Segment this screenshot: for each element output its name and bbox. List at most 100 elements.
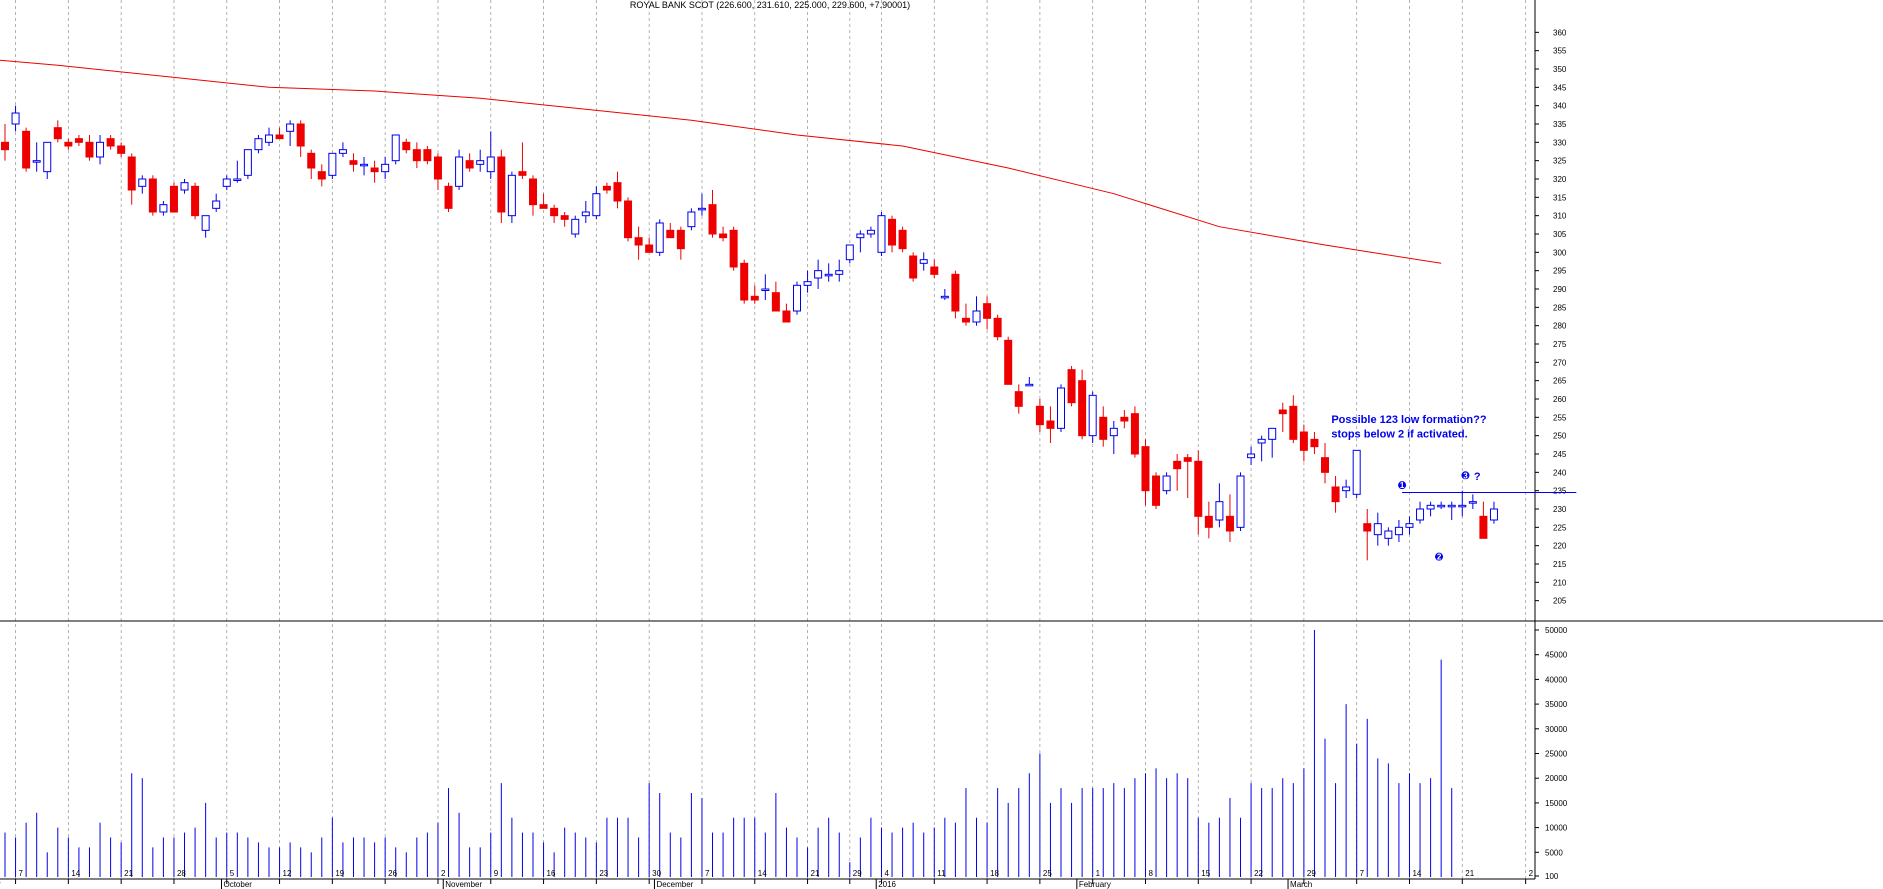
- month-tick-label: February: [1079, 880, 1111, 889]
- candle-body-down: [1078, 380, 1087, 437]
- candle-body-up: [1384, 530, 1393, 539]
- chart-title: ROYAL BANK SCOT (226.600, 231.610, 225.0…: [630, 0, 910, 10]
- date-tick-label: 21: [1465, 869, 1474, 878]
- candle-body-down: [1120, 416, 1129, 422]
- candle-body-down: [750, 295, 759, 301]
- candle-body-up: [1468, 501, 1477, 504]
- candle-body-down: [602, 185, 611, 191]
- price-tick-label: 310: [1553, 212, 1567, 221]
- candle-body-up: [1489, 508, 1498, 521]
- candle-body-up: [486, 156, 495, 173]
- candle-body-up: [1352, 449, 1361, 495]
- candle-body-down: [518, 171, 527, 176]
- candle-body-up: [824, 273, 833, 277]
- candle-body-down: [624, 200, 633, 239]
- candle-body-down: [1173, 460, 1182, 470]
- candle-body-down: [74, 138, 83, 143]
- pivot-marker: [1461, 471, 1470, 480]
- candle-body-up: [1342, 486, 1351, 492]
- pivot-marker-label: 2: [1437, 553, 1442, 562]
- candle-body-down: [296, 123, 305, 147]
- moving-average-layer: [0, 59, 1442, 264]
- date-tick-label: 28: [177, 869, 186, 878]
- candle-body-up: [835, 270, 844, 275]
- candle-body-up: [1057, 387, 1065, 429]
- annotation-text: Possible 123 low formation??: [1331, 414, 1487, 426]
- candle-body-up: [866, 229, 875, 235]
- candle-body-up: [592, 193, 601, 217]
- candle-body-up: [1416, 508, 1425, 521]
- volume-tick-label: 25000: [1545, 750, 1568, 759]
- price-tick-label: 325: [1553, 157, 1567, 166]
- candle-body-up: [43, 141, 52, 173]
- candle-body-up: [571, 218, 580, 235]
- price-tick-label: 335: [1553, 120, 1567, 129]
- candle-body-up: [455, 156, 464, 187]
- candle-body-up: [655, 222, 664, 253]
- date-tick-label: 14: [1412, 869, 1421, 878]
- month-tick-label: March: [1290, 880, 1312, 889]
- candle-body-down: [465, 160, 474, 169]
- date-tick-label: 12: [283, 869, 292, 878]
- price-tick-label: 285: [1553, 303, 1567, 312]
- candle-body-down: [22, 130, 31, 169]
- candle-body-up: [1236, 475, 1245, 528]
- volume-tick-label: 20000: [1545, 774, 1568, 783]
- candle-body-down: [169, 185, 178, 213]
- candle-body-down: [349, 160, 358, 165]
- date-tick-label: 18: [990, 869, 999, 878]
- price-tick-label: 210: [1553, 578, 1567, 587]
- price-tick-label: 350: [1553, 65, 1567, 74]
- candle-body-up: [243, 149, 252, 176]
- candle-body-down: [1035, 405, 1044, 426]
- candle-body-down: [613, 182, 622, 202]
- price-tick-label: 340: [1553, 102, 1567, 111]
- date-tick-label: 7: [1360, 869, 1365, 878]
- candle-body-down: [983, 303, 992, 319]
- candle-body-down: [782, 310, 791, 323]
- candle-body-down: [909, 255, 918, 279]
- candle-body-down: [1014, 391, 1023, 407]
- candle-body-down: [1141, 446, 1150, 492]
- candle-body-up: [1458, 504, 1467, 508]
- date-tick-label: 21: [811, 869, 820, 878]
- date-tick-label: 11: [937, 869, 946, 878]
- candle-body-up: [1394, 526, 1403, 536]
- candle-body-down: [1099, 416, 1108, 440]
- date-tick-label: 26: [388, 869, 397, 878]
- candle-body-up: [1025, 383, 1034, 387]
- candle-body-down: [550, 207, 559, 217]
- candle-body-down: [1321, 457, 1329, 473]
- date-tick-label: 5: [230, 869, 235, 878]
- price-tick-label: 270: [1553, 358, 1567, 367]
- candle-body-down: [529, 178, 537, 206]
- candle-body-up: [1162, 475, 1171, 492]
- candle-body-up: [1257, 438, 1266, 444]
- candle-body-up: [793, 284, 801, 312]
- candle-body-down: [719, 233, 728, 239]
- candle-body-down: [1, 141, 9, 151]
- candle-body-down: [127, 156, 136, 191]
- candle-body-down: [1130, 413, 1139, 455]
- candle-body-up: [1447, 504, 1456, 508]
- price-tick-label: 215: [1553, 560, 1567, 569]
- date-tick-label: 14: [71, 869, 80, 878]
- date-tick-label: 21: [124, 869, 133, 878]
- candle-body-up: [1247, 453, 1256, 459]
- candle-body-up: [286, 123, 295, 132]
- candle-body-down: [412, 149, 421, 162]
- candle-body-up: [687, 211, 696, 228]
- volume-tick-label: 100: [1545, 872, 1559, 881]
- price-tick-label: 320: [1553, 175, 1567, 184]
- grid-layer: [15, 0, 1527, 879]
- candle-body-down: [317, 171, 326, 180]
- date-tick-label: 4: [884, 869, 889, 878]
- volume-tick-label: 40000: [1545, 675, 1568, 684]
- candle-body-down: [666, 229, 675, 239]
- volume-tick-label: 50000: [1545, 626, 1568, 635]
- candle-body-down: [275, 134, 284, 140]
- price-tick-label: 345: [1553, 83, 1567, 92]
- candle-body-down: [1152, 475, 1161, 506]
- candle-body-down: [1331, 486, 1340, 503]
